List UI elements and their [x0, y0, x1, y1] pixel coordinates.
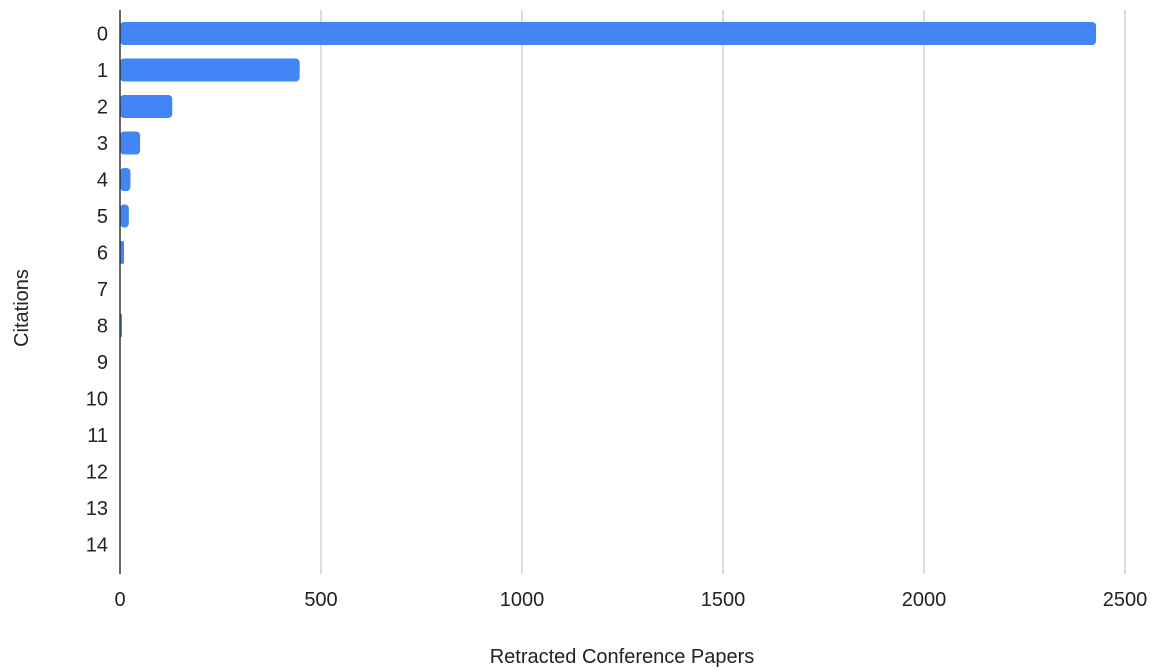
y-tick-label: 10: [86, 389, 108, 411]
y-axis-title: Citations: [11, 269, 33, 347]
y-tick-label: 11: [87, 425, 108, 447]
gridlines: [320, 10, 1126, 574]
y-tick-label: 6: [97, 243, 108, 265]
x-tick-label: 2000: [902, 589, 947, 611]
y-tick-label: 4: [97, 170, 108, 192]
x-tick-label: 0: [114, 589, 125, 611]
bars: [120, 22, 1097, 337]
x-axis-title: Retracted Conference Papers: [490, 646, 755, 668]
x-tick-label: 1500: [701, 589, 746, 611]
x-tick-label: 1000: [500, 589, 545, 611]
bar-citations-4: [120, 168, 131, 191]
bar-citations-5: [120, 204, 129, 228]
x-tick-label: 500: [304, 589, 337, 611]
bar-citations-6: [120, 241, 125, 264]
y-tick-label: 13: [86, 498, 108, 520]
bar-citations-3: [120, 131, 141, 155]
y-tick-label: 5: [97, 206, 108, 228]
y-tick-label: 14: [86, 535, 108, 557]
y-tick-label: 1: [97, 60, 108, 82]
y-tick-label: 12: [86, 462, 108, 484]
x-tick-label: 2500: [1103, 589, 1148, 611]
y-tick-label: 3: [97, 133, 108, 155]
x-tick-labels: 0 500 1000 1500 2000 2500: [114, 589, 1147, 611]
bar-citations-1: [120, 58, 300, 82]
y-tick-label: 9: [97, 352, 108, 374]
y-tick-label: 2: [97, 97, 108, 119]
y-tick-label: 8: [97, 316, 108, 338]
y-tick-label: 0: [97, 24, 108, 46]
y-tick-label: 7: [97, 279, 108, 301]
bar-citations-0: [120, 22, 1097, 45]
bar-citations-2: [120, 95, 173, 118]
